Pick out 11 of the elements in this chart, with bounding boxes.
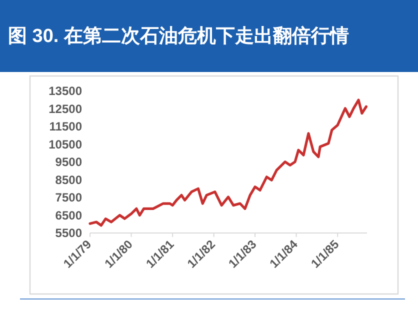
y-tick-label: 11500 bbox=[49, 120, 82, 134]
chart-title: 图 30. 在第二次石油危机下走出翻倍行情 bbox=[8, 25, 349, 47]
y-tick-label: 12500 bbox=[48, 102, 82, 116]
y-tick-label: 7500 bbox=[55, 190, 82, 204]
line-series bbox=[88, 98, 368, 227]
y-tick-label: 5500 bbox=[55, 226, 82, 240]
y-tick-label: 6500 bbox=[55, 208, 82, 222]
y-tick-label: 10500 bbox=[48, 137, 82, 152]
y-tick-label: 9500 bbox=[55, 155, 82, 169]
y-tick-label: 8500 bbox=[55, 172, 82, 187]
y-tick-label: 13500 bbox=[48, 84, 82, 98]
